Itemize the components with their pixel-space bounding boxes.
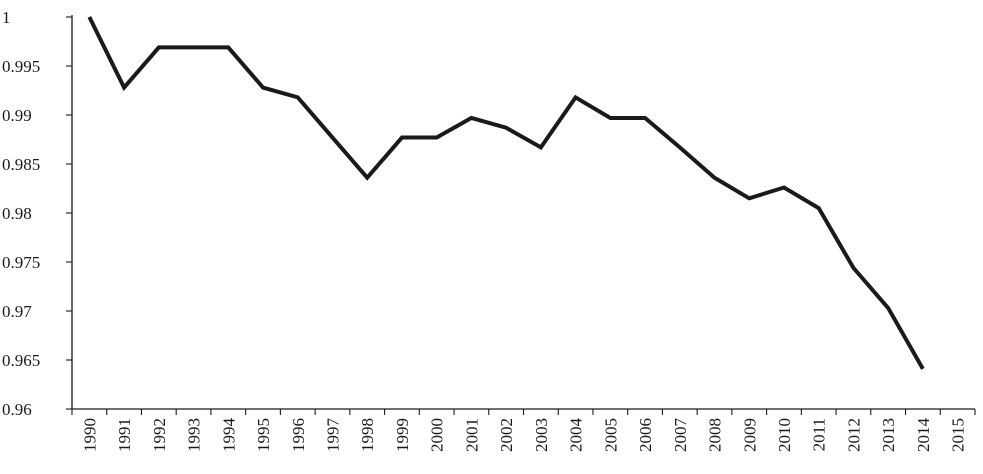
x-tick-label: 1994 <box>219 418 238 453</box>
x-tick-label: 1992 <box>150 418 169 452</box>
x-axis: 1990 1991 1992 1993 1994 1995 1996 1997 1998 1999… <box>71 408 976 453</box>
x-tick-label: 1998 <box>358 418 377 452</box>
x-tick-label: 1995 <box>254 418 273 452</box>
x-tick-label: 2003 <box>532 418 551 452</box>
x-tick-label: 2006 <box>636 418 655 452</box>
series-line <box>87 16 925 370</box>
x-tick-label: 1991 <box>115 418 134 452</box>
x-tick-label: 1993 <box>185 418 204 452</box>
x-tick-label: 2012 <box>844 418 863 452</box>
x-tick-label: 2007 <box>671 418 690 453</box>
x-tick-label: 1990 <box>80 418 99 452</box>
x-tick-label: 2005 <box>601 418 620 452</box>
y-tick-label: 0.985 <box>2 155 40 174</box>
y-tick-label: 0.97 <box>2 302 32 321</box>
x-tick-label: 2009 <box>740 418 759 452</box>
y-axis: 0.96 0.965 0.97 0.975 0.98 0.985 0.99 0.995 1 <box>2 8 73 419</box>
x-tick-label: 2004 <box>567 418 586 453</box>
x-tick-label: 1999 <box>393 418 412 452</box>
y-tick-label: 0.96 <box>2 400 32 419</box>
x-tick-label: 1996 <box>289 418 308 452</box>
y-tick-label: 0.98 <box>2 204 32 223</box>
x-tick-label: 2002 <box>497 418 516 452</box>
x-tick-label: 2011 <box>810 418 829 451</box>
series-group <box>87 16 925 370</box>
x-tick-label: 2000 <box>428 418 447 452</box>
x-tick-label: 1997 <box>323 418 342 453</box>
x-tick-label: 2001 <box>462 418 481 452</box>
y-tick-label: 0.99 <box>2 106 32 125</box>
x-tick-label: 2008 <box>706 418 725 452</box>
x-tick-label: 2013 <box>879 418 898 452</box>
y-tick-label: 0.995 <box>2 57 40 76</box>
x-tick-label: 2015 <box>949 418 968 452</box>
x-tick-label: 2014 <box>914 418 933 453</box>
x-tick-label: 2010 <box>775 418 794 452</box>
y-tick-label: 0.975 <box>2 253 40 272</box>
y-tick-label: 1 <box>2 8 11 27</box>
y-tick-label: 0.965 <box>2 351 40 370</box>
